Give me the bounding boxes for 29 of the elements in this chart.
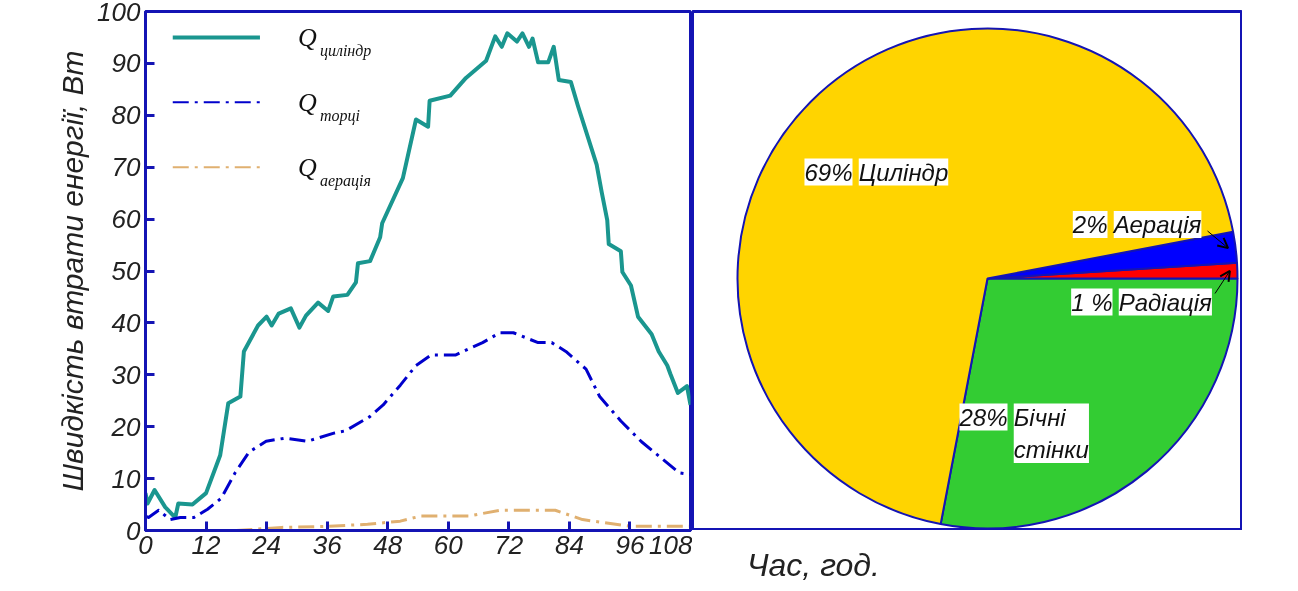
x-tick-label: 84 <box>554 529 584 560</box>
y-axis-title: Швидкість втрати енергії, Вт <box>56 50 90 492</box>
y-tick-label: 100 <box>97 0 142 27</box>
x-tick-label: 60 <box>433 529 464 560</box>
x-tick-label: 108 <box>649 529 694 560</box>
y-tick-label: 90 <box>111 48 142 79</box>
line-series <box>145 331 691 522</box>
slice-label: Циліндр <box>858 158 949 186</box>
slice-label: Радіація <box>1118 288 1213 316</box>
y-tick-label: 70 <box>111 152 142 183</box>
x-tick-label: 96 <box>615 529 645 560</box>
x-tick-label: 36 <box>312 529 343 560</box>
y-tick-label: 30 <box>111 359 142 390</box>
y-tick-label: 10 <box>111 463 142 494</box>
slice-label: Бічні стінки <box>1013 403 1089 463</box>
y-tick-label: 60 <box>111 204 142 235</box>
data-label: 1 % <box>1071 288 1113 316</box>
y-tick-label: 40 <box>111 307 142 338</box>
x-tick-label: 12 <box>191 529 222 560</box>
data-label: 28% <box>958 403 1008 431</box>
data-label: 69% <box>804 158 853 186</box>
x-tick-label: 48 <box>373 529 403 560</box>
y-tick-label: 80 <box>111 100 142 131</box>
x-tick-label: 72 <box>494 529 524 560</box>
y-tick-label: 20 <box>110 411 142 442</box>
x-axis-title: Час, год. <box>747 546 880 585</box>
y-tick-label: 50 <box>111 256 142 286</box>
line-series <box>145 31 691 520</box>
x-tick-label: 24 <box>251 529 282 560</box>
